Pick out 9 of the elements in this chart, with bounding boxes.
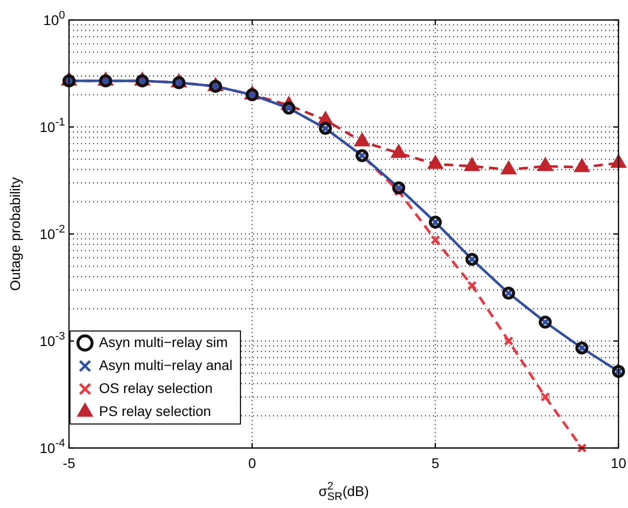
legend-label: PS relay selection [99,402,212,419]
legend-label: OS relay selection [99,380,213,396]
legend-label: Asyn multi−relay anal [99,356,232,373]
x-tick-label: 0 [248,455,256,471]
x-tick-label: 5 [431,455,440,471]
legend-label: Asyn multi−relay sim [99,334,228,350]
x-tick-label: -5 [62,455,76,471]
x-tick-label: 10 [610,455,626,471]
y-axis-title: Outage probability [7,177,23,291]
